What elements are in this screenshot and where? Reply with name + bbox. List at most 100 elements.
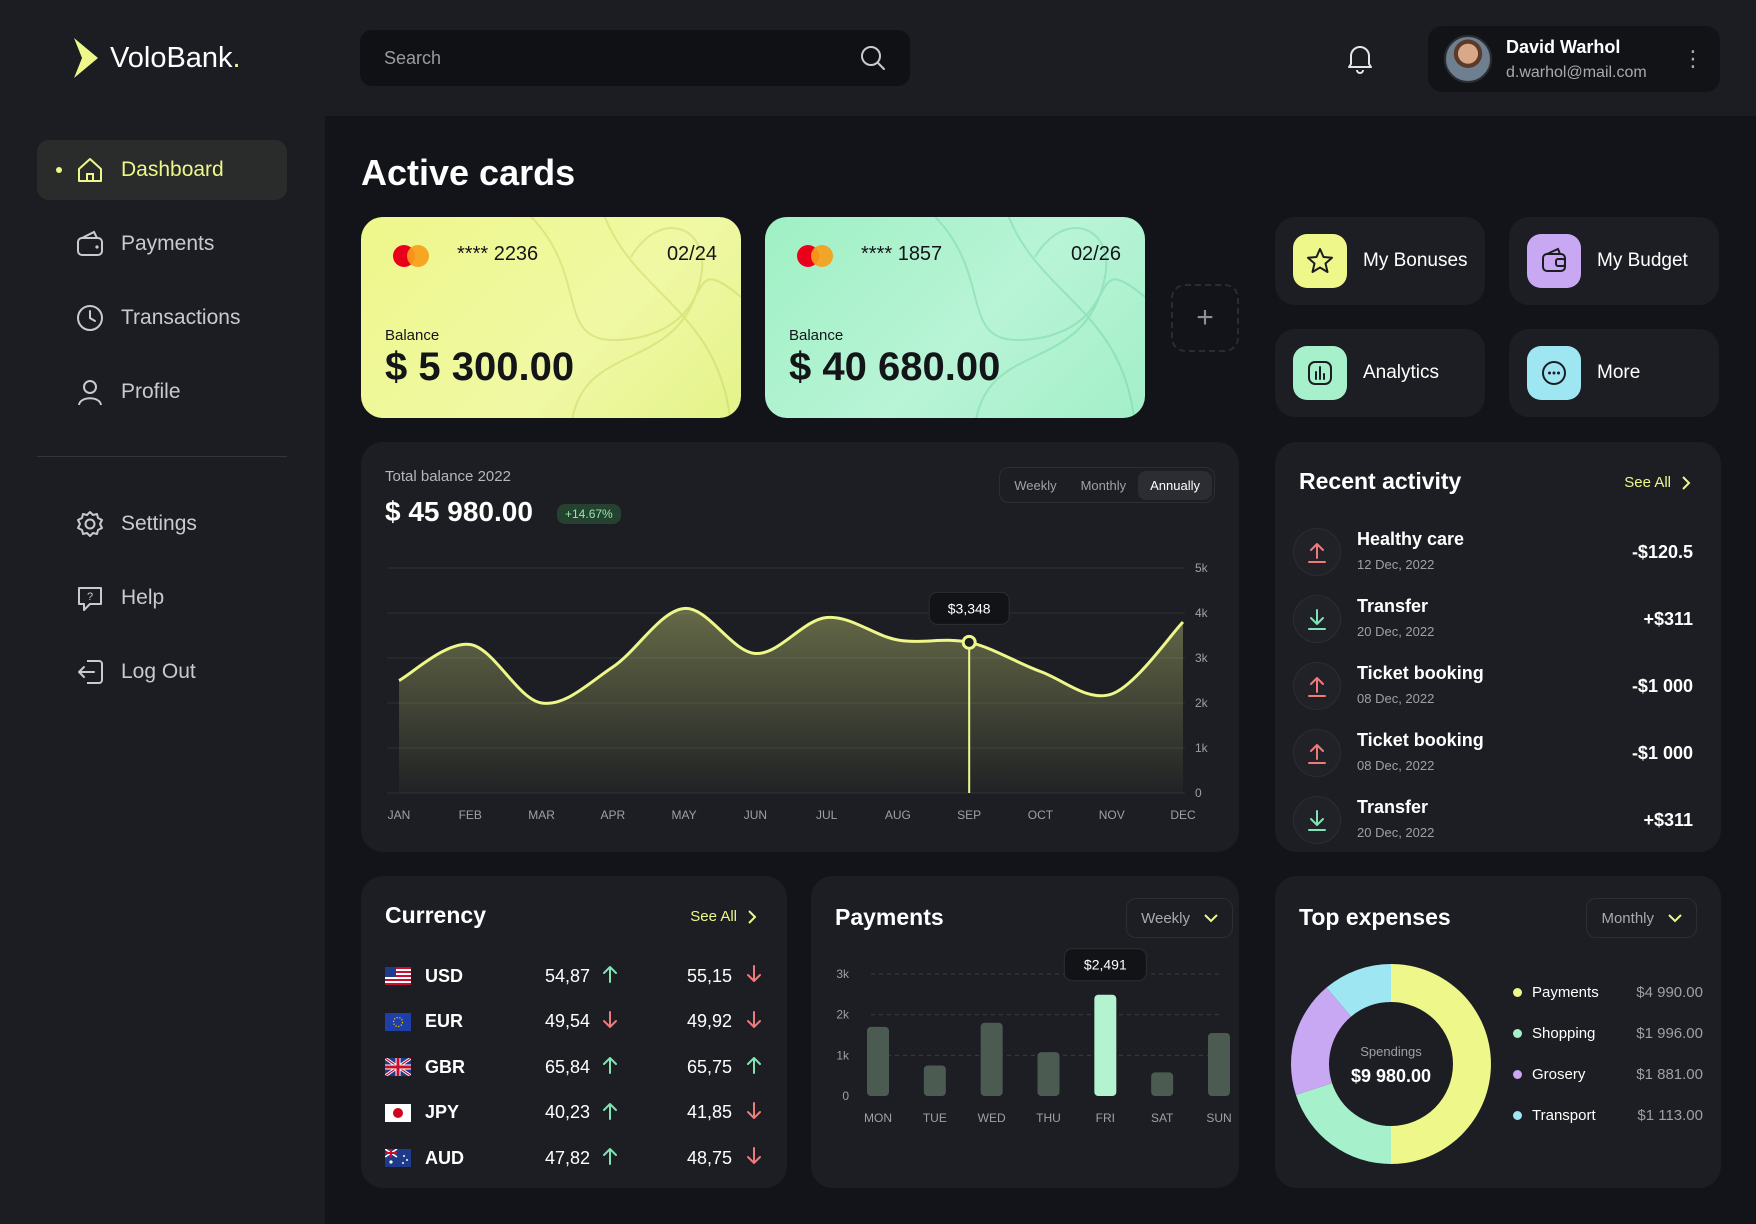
activity-name: Ticket booking: [1357, 730, 1484, 750]
activity-row[interactable]: Ticket booking 08 Dec, 2022 -$1 000: [1293, 723, 1693, 783]
more-icon: [1527, 346, 1581, 400]
user-email: d.warhol@mail.com: [1506, 63, 1647, 81]
sidebar-divider: [37, 456, 287, 457]
activity-date: 12 Dec, 2022: [1357, 557, 1435, 572]
search-placeholder: Search: [384, 47, 442, 68]
y-tick-label: 4k: [1195, 606, 1209, 620]
sidebar-item-dashboard[interactable]: Dashboard: [37, 140, 287, 200]
x-tick-label: TUE: [923, 1111, 947, 1125]
sidebar-item-transactions[interactable]: Transactions: [37, 288, 287, 348]
activity-name: Transfer: [1357, 797, 1429, 817]
pie-slice[interactable]: [1295, 1083, 1391, 1164]
search-icon[interactable]: [860, 45, 886, 71]
user-name: David Warhol: [1506, 36, 1621, 57]
activity-row[interactable]: Transfer 20 Dec, 2022 +$311: [1293, 589, 1693, 649]
expenses-period-dropdown[interactable]: Monthly: [1586, 898, 1697, 938]
bar[interactable]: [1094, 994, 1117, 1096]
card-expiry: 02/24: [666, 243, 717, 265]
tab-annually[interactable]: Annually: [1138, 470, 1212, 500]
activity-row[interactable]: Ticket booking 08 Dec, 2022 -$1 000: [1293, 656, 1693, 716]
currency-row[interactable]: EUR 49,54 49,92: [385, 1007, 765, 1037]
change-badge: +14.67%: [557, 504, 621, 524]
activity-name: Ticket booking: [1357, 663, 1484, 683]
arrow-down-icon: [1293, 595, 1341, 643]
area-fill: [399, 608, 1183, 793]
currency-buy-rate: 65,84: [545, 1056, 591, 1077]
add-card-button[interactable]: +: [1171, 284, 1239, 352]
currency-buy-rate: 49,54: [545, 1011, 591, 1031]
currency-code: JPY: [425, 1102, 460, 1122]
sidebar-item-payments[interactable]: Payments: [37, 214, 287, 274]
user-menu[interactable]: David Warhol d.warhol@mail.com ⋮: [1428, 26, 1720, 92]
currency-row[interactable]: GBR 65,84 65,75: [384, 1052, 765, 1082]
currency-row[interactable]: AUD 47,82 48,75: [384, 1143, 765, 1173]
home-icon: [78, 158, 102, 182]
card-balance: $ 40 680.00: [789, 345, 1001, 389]
legend-swatch: [1513, 1110, 1522, 1120]
recent-activity-see-all[interactable]: See All: [1624, 474, 1691, 491]
period-tabs: Weekly Monthly Annually: [999, 467, 1215, 503]
card-balance: $ 5 300.00: [385, 345, 575, 389]
activity-amount: -$1 000: [1631, 676, 1693, 696]
card-expiry: 02/26: [1070, 243, 1121, 265]
x-tick-label: MON: [864, 1111, 892, 1125]
bar[interactable]: [1208, 1032, 1230, 1096]
bell-icon[interactable]: [1345, 42, 1375, 74]
total-balance-value: $ 45 980.00: [385, 496, 533, 527]
currency-buy-rate: 54,87: [545, 965, 591, 986]
my-budget-button[interactable]: My Budget: [1509, 217, 1719, 305]
activity-row[interactable]: Healthy care 12 Dec, 2022 -$120.5: [1293, 522, 1693, 582]
bar[interactable]: [980, 1022, 1003, 1096]
bar[interactable]: [867, 1026, 889, 1096]
bar[interactable]: [923, 1065, 946, 1097]
card-number: **** 2236: [457, 243, 539, 265]
sidebar-item-help[interactable]: ? Help: [37, 568, 287, 628]
arrow-up-icon: [603, 1102, 617, 1125]
currency-see-all[interactable]: See All: [690, 908, 757, 925]
credit-card-1[interactable]: **** 2236 02/24 Balance $ 5 300.00: [361, 217, 741, 418]
card-number: **** 1857: [861, 243, 943, 265]
bar[interactable]: [1151, 1072, 1174, 1096]
more-button[interactable]: More: [1509, 329, 1719, 417]
brand-logo[interactable]: VoloBank.: [72, 36, 241, 80]
credit-card-2[interactable]: **** 1857 02/26 Balance $ 40 680.00: [765, 217, 1145, 418]
sidebar-item-profile[interactable]: Profile: [37, 362, 287, 422]
arrow-down-icon: [747, 1147, 761, 1170]
x-tick-label: SUN: [1206, 1111, 1231, 1125]
payments-period-dropdown[interactable]: Weekly: [1126, 898, 1233, 938]
chevron-down-icon: [1668, 913, 1682, 922]
tab-weekly[interactable]: Weekly: [1014, 477, 1057, 493]
total-balance-title: Total balance 2022: [385, 468, 511, 485]
dropdown-value: Weekly: [1141, 909, 1190, 927]
flag-jpy-icon: [385, 1103, 411, 1122]
activity-row[interactable]: Transfer 20 Dec, 2022 +$311: [1293, 790, 1693, 850]
total-balance-panel: Total balance 2022 $ 45 980.00 +14.67% W…: [361, 442, 1239, 852]
sidebar-item-settings[interactable]: Settings: [37, 494, 287, 554]
highlight-point[interactable]: [961, 634, 977, 650]
recent-activity-panel: Recent activity See All Healthy care 12 D…: [1275, 442, 1721, 852]
search-input[interactable]: Search: [360, 30, 910, 86]
tab-monthly[interactable]: Monthly: [1080, 477, 1127, 493]
currency-row[interactable]: USD 54,87 55,15: [385, 961, 765, 991]
topbar: Search David Warhol d.warhol@mail.com ⋮: [325, 0, 1756, 116]
currency-panel: Currency See All USD 54,87 55,15 EUR 49,54 49…: [361, 876, 787, 1188]
my-bonuses-button[interactable]: My Bonuses: [1275, 217, 1485, 305]
x-tick-label: JAN: [388, 808, 411, 822]
chevron-right-icon: [748, 909, 757, 924]
sidebar-item-logout[interactable]: Log Out: [37, 642, 287, 702]
brand-name: VoloBank.: [110, 41, 241, 74]
kebab-menu-icon[interactable]: ⋮: [1682, 46, 1704, 71]
bar[interactable]: [1037, 1052, 1060, 1096]
tooltip-label: $3,348: [948, 600, 991, 616]
analytics-button[interactable]: Analytics: [1275, 329, 1485, 417]
x-tick-label: OCT: [1028, 808, 1054, 822]
top-expenses-panel: Top expenses Monthly Spendings $9 980.00 …: [1275, 876, 1721, 1188]
pie-slice[interactable]: [1391, 964, 1491, 1164]
activity-amount: -$1 000: [1631, 743, 1693, 763]
currency-row[interactable]: JPY 40,23 41,85: [385, 1098, 765, 1128]
series-line: [398, 606, 1185, 705]
pie-slice[interactable]: [1326, 964, 1391, 1017]
pie-slice[interactable]: [1291, 987, 1352, 1095]
card-pattern: [529, 217, 741, 418]
